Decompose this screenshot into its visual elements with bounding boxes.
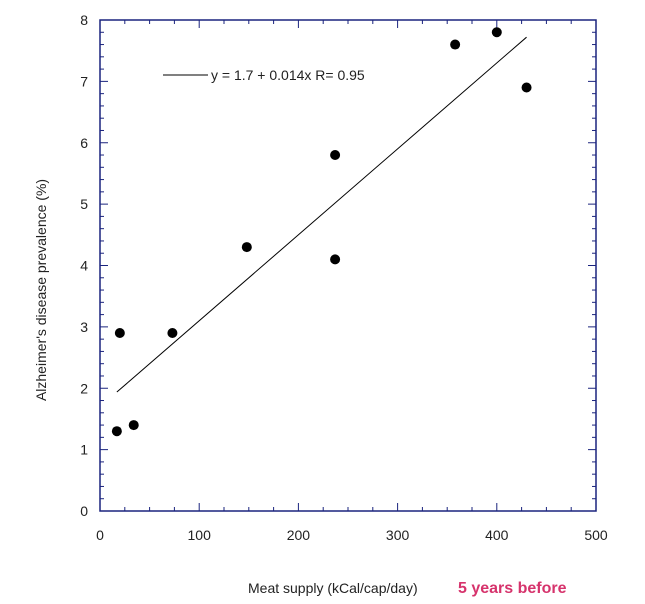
y-tick-label: 8: [80, 12, 88, 28]
x-tick-label: 500: [584, 527, 608, 543]
y-tick-label: 0: [80, 503, 88, 519]
x-axis-title: Meat supply (kCal/cap/day): [248, 580, 418, 596]
data-points: [111, 27, 532, 437]
fit-line-group: [116, 36, 527, 393]
x-tick-label: 200: [287, 527, 311, 543]
data-point: [114, 328, 125, 339]
y-tick-label: 6: [80, 135, 88, 151]
axis-ticks: 0 100 200 300 400 500 0 1 2 3 4 5 6 7 8: [80, 12, 608, 543]
y-tick-label: 7: [80, 73, 88, 89]
x-tick-label: 400: [485, 527, 509, 543]
x-tick-label: 300: [386, 527, 410, 543]
x-tick-label: 0: [96, 527, 104, 543]
legend: y = 1.7 + 0.014x R= 0.95: [163, 67, 365, 83]
y-tick-label: 1: [80, 442, 88, 458]
legend-label: y = 1.7 + 0.014x R= 0.95: [211, 67, 365, 83]
time-lag-note: 5 years before: [458, 580, 567, 597]
data-point: [167, 328, 178, 339]
data-point: [128, 420, 139, 431]
plot-area: [99, 19, 597, 512]
data-point: [491, 27, 502, 38]
x-tick-label: 100: [188, 527, 212, 543]
data-point: [111, 426, 122, 437]
fit-line: [116, 36, 527, 393]
y-tick-label: 5: [80, 196, 88, 212]
data-point: [241, 242, 252, 253]
data-point: [330, 150, 341, 161]
y-tick-label: 4: [80, 258, 88, 274]
y-tick-label: 3: [80, 319, 88, 335]
data-point: [330, 254, 341, 265]
y-tick-label: 2: [80, 380, 88, 396]
data-point: [521, 82, 532, 93]
y-axis-title: Alzheimer's disease prevalence (%): [33, 179, 49, 401]
data-point: [450, 39, 461, 50]
